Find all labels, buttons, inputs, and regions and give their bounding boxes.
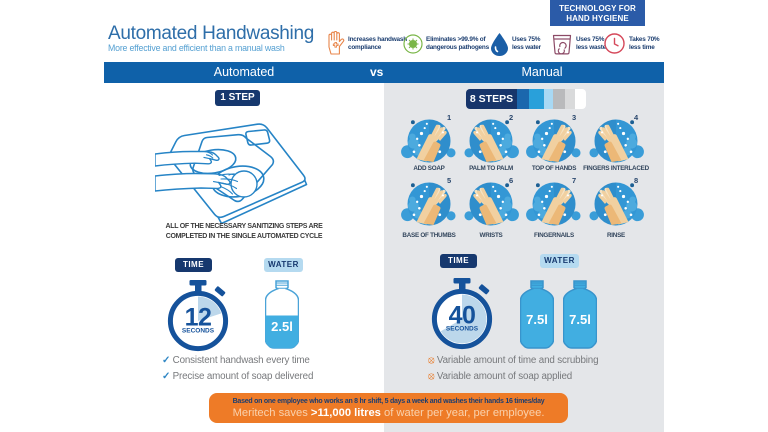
svg-text:7.5l: 7.5l [569, 312, 591, 327]
svg-text:7.5l: 7.5l [526, 312, 548, 327]
svg-text:SECONDS: SECONDS [182, 327, 215, 334]
svg-text:12: 12 [185, 304, 212, 332]
svg-text:40: 40 [449, 302, 476, 330]
svg-text:2.5l: 2.5l [271, 319, 293, 334]
svg-text:SECONDS: SECONDS [446, 325, 479, 332]
